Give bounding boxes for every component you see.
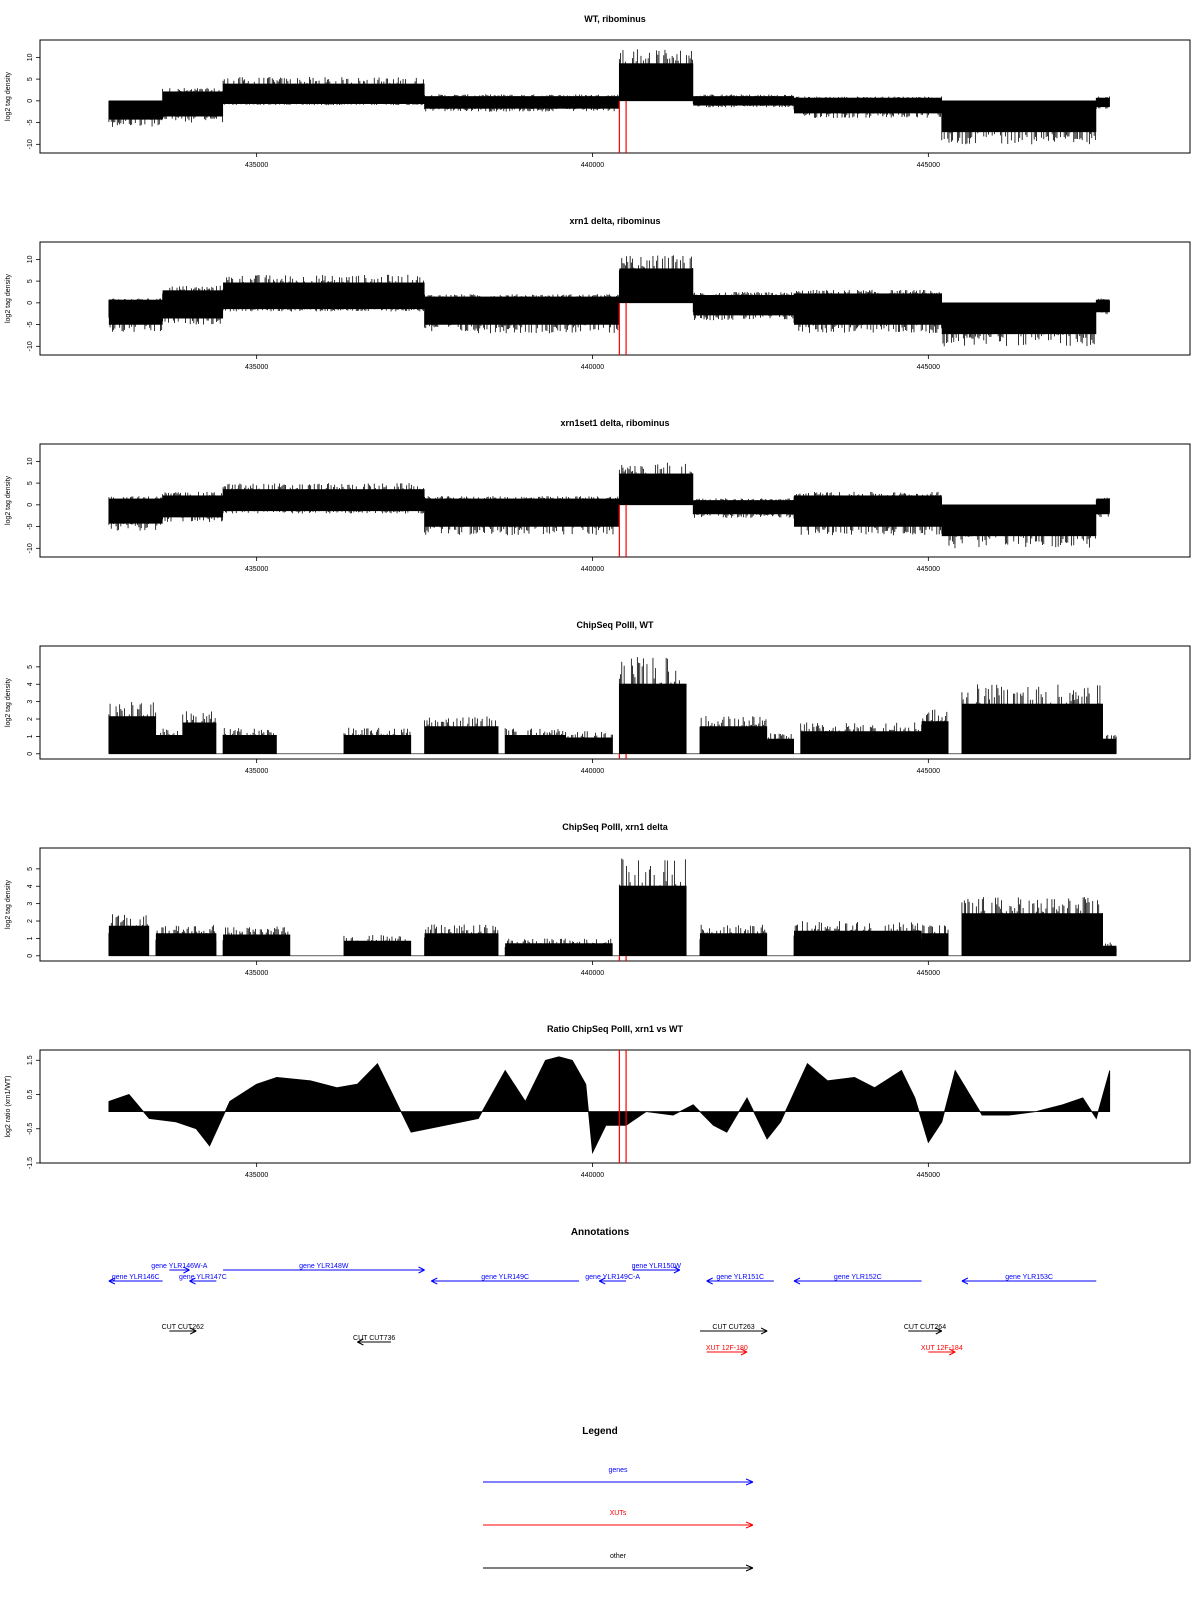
y-tick-label: 10 — [27, 457, 34, 465]
y-tick-label: 0 — [27, 301, 34, 305]
y-tick-label: -10 — [27, 139, 34, 149]
plot-frame — [39, 645, 1191, 760]
y-tick-label: 10 — [27, 255, 34, 263]
y-tick-label: -5 — [27, 321, 34, 327]
x-tick-label: 435000 — [245, 768, 268, 775]
y-tick-label: 1 — [27, 734, 34, 738]
x-tick-label: 440000 — [581, 364, 604, 371]
bar-core — [108, 299, 163, 303]
panel-xrn1: xrn1 delta, ribominus log2 tag density 10 5… — [5, 216, 1191, 371]
y-tick-label: -10 — [27, 341, 34, 351]
y-tick-label: -10 — [27, 543, 34, 553]
plot-frame — [39, 443, 1191, 558]
y-tick-label: 10 — [27, 53, 34, 61]
y-tick-label: 3 — [27, 700, 34, 704]
y-tick-label: 0 — [27, 99, 34, 103]
plot-frame — [39, 241, 1191, 356]
bar-core — [1096, 97, 1110, 101]
y-tick-label: -5 — [27, 523, 34, 529]
y-axis-label: log2 tag density — [5, 475, 12, 525]
bar-core — [794, 495, 942, 505]
y-tick-label: 0 — [27, 752, 34, 756]
bar-core — [108, 498, 163, 505]
x-tick-label: 440000 — [581, 162, 604, 169]
y-axis-label: log2 tag density — [5, 273, 12, 323]
panel-title: ChipSeq PolII, WT — [577, 620, 654, 630]
x-tick-label: 445000 — [917, 162, 940, 169]
plot-frame — [39, 39, 1191, 154]
data-bars — [108, 462, 1110, 549]
x-tick-label: 435000 — [245, 364, 268, 371]
y-tick-label: 2 — [27, 717, 34, 721]
y-tick-label: 4 — [27, 682, 34, 686]
x-tick-label: 435000 — [245, 566, 268, 573]
y-axis-label: log2 tag density — [5, 71, 12, 121]
bar-core — [794, 293, 942, 303]
data-bars — [108, 657, 1117, 754]
panel-wt: WT, ribominus log2 tag density 10 5 0 -5 -10 43… — [5, 14, 1191, 169]
panel-xrn1set1: xrn1set1 delta, ribominus log2 tag densit… — [5, 418, 1191, 573]
bar-core — [108, 716, 156, 754]
x-tick-label: 440000 — [581, 566, 604, 573]
bar-core — [1096, 302, 1110, 313]
y-tick-label: 5 — [27, 279, 34, 283]
x-tick-label: 445000 — [917, 364, 940, 371]
x-tick-label: 435000 — [245, 162, 268, 169]
panel-title: xrn1set1 delta, ribominus — [560, 418, 669, 428]
x-tick-label: 445000 — [917, 566, 940, 573]
y-tick-label: -5 — [27, 119, 34, 125]
data-bars — [108, 255, 1110, 347]
y-tick-label: 5 — [27, 77, 34, 81]
panel-polII_wt: ChipSeq PolII, WT log2 tag density 0 1 2 3 4 5 4… — [5, 620, 1191, 775]
bar-core — [1096, 100, 1110, 108]
x-tick-label: 445000 — [917, 768, 940, 775]
bar-core — [794, 97, 942, 101]
y-axis-label: log2 tag density — [5, 677, 12, 727]
bar-core — [1096, 498, 1110, 505]
panel-title: xrn1 delta, ribominus — [569, 216, 660, 226]
bar-core — [1096, 299, 1110, 303]
bar-core — [1096, 504, 1110, 515]
data-bars — [108, 49, 1110, 145]
panel-title: WT, ribominus — [584, 14, 646, 24]
y-tick-label: 5 — [27, 665, 34, 669]
y-tick-label: 0 — [27, 503, 34, 507]
x-tick-label: 440000 — [581, 768, 604, 775]
y-tick-label: 5 — [27, 481, 34, 485]
